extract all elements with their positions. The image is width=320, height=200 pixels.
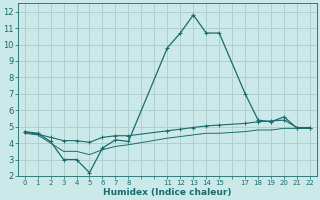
X-axis label: Humidex (Indice chaleur): Humidex (Indice chaleur): [103, 188, 232, 197]
